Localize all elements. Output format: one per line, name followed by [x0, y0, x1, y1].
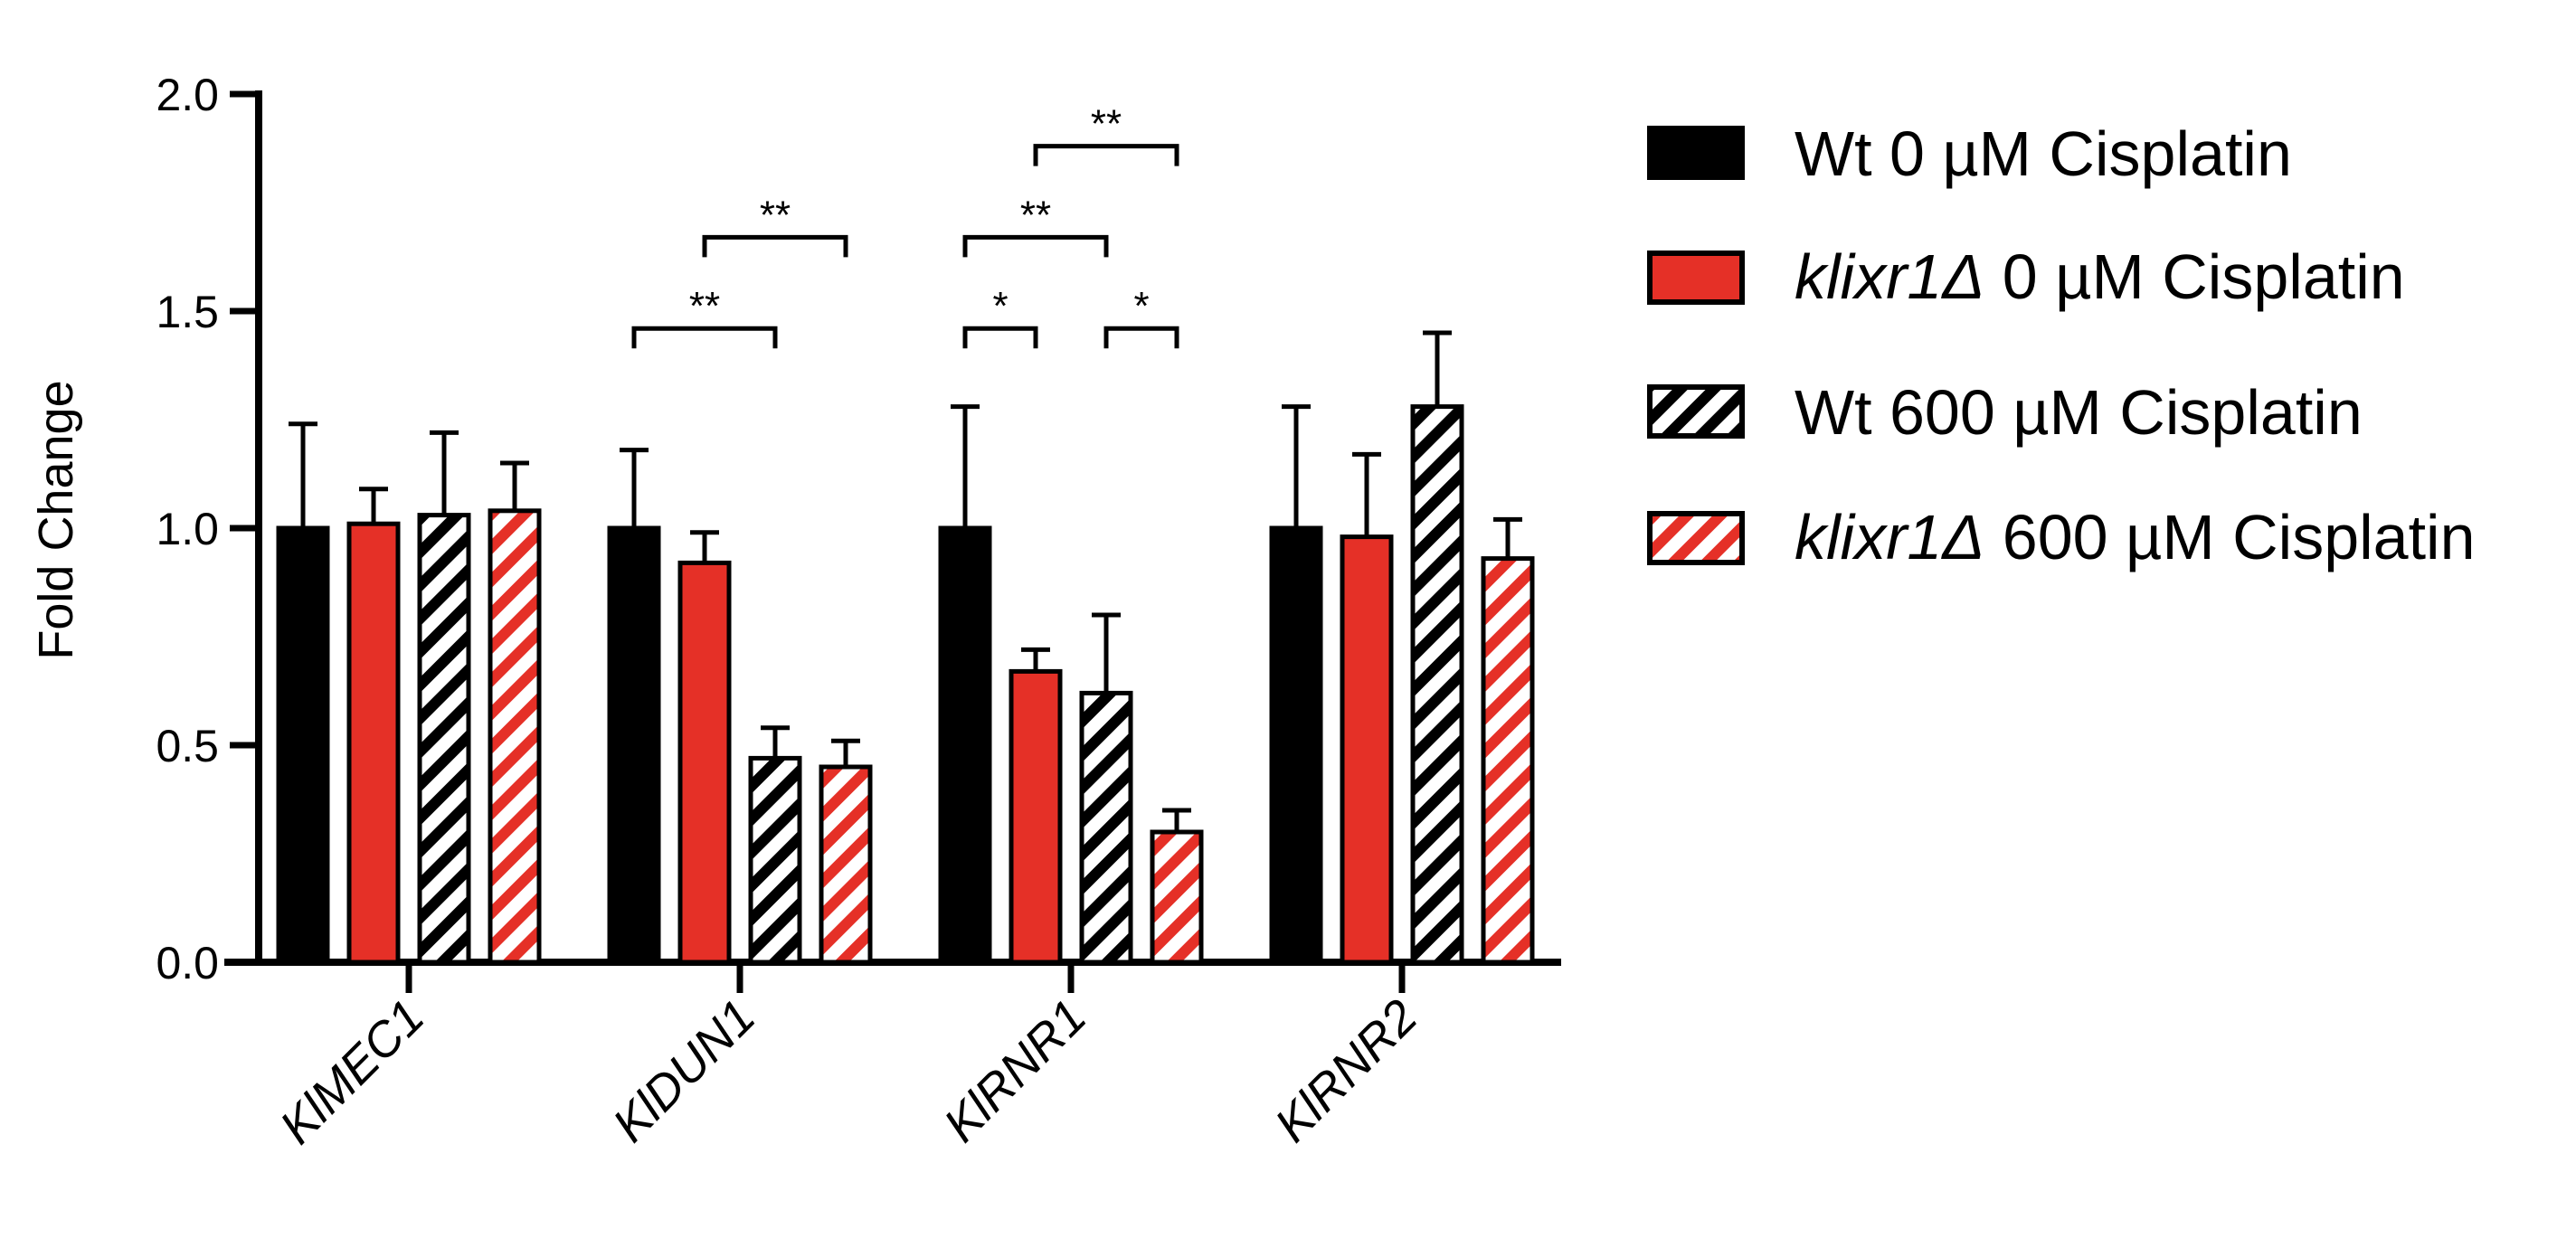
- significance-label: *: [1133, 284, 1149, 328]
- y-tick-label: 1.0: [156, 504, 219, 554]
- category-label: KlMEC1: [270, 989, 434, 1154]
- significance-bracket: [962, 234, 1109, 258]
- bar: [1009, 668, 1063, 965]
- y-ticks: 0.0 0.5 1.0 1.5 2.0: [156, 70, 259, 988]
- y-tick-label: 0.0: [156, 938, 219, 988]
- category-label: KlRNR2: [1264, 989, 1427, 1152]
- significance-label: **: [1091, 102, 1122, 147]
- category-labels: KlMEC1 KlDUN1 KlRNR1 KlRNR2: [270, 964, 1427, 1155]
- bar: [748, 755, 802, 965]
- bar: [1150, 829, 1204, 965]
- bar: [1410, 404, 1464, 965]
- significance-bracket: [1103, 326, 1179, 349]
- significance-bracket: [962, 326, 1038, 349]
- legend-label-wt-0: Wt 0 µM Cisplatin: [1795, 118, 2292, 189]
- legend-label-wt-600: Wt 600 µM Cisplatin: [1795, 377, 2363, 448]
- significance-bracket: [1033, 144, 1179, 166]
- bar: [819, 764, 873, 965]
- bar: [677, 560, 732, 965]
- legend-label-klixr1-600: klixr1Δ 600 µM Cisplatin: [1795, 502, 2476, 572]
- bars: [276, 330, 1535, 965]
- bar: [346, 521, 401, 965]
- legend: Wt 0 µM Cisplatin klixr1Δ 0 µM Cisplatin…: [1647, 118, 2476, 572]
- bar: [1340, 534, 1394, 965]
- bar: [1079, 690, 1133, 965]
- category-label: KlDUN1: [602, 989, 765, 1152]
- bar: [607, 525, 661, 965]
- legend-swatch-wt-600: [1647, 384, 1745, 439]
- y-tick-label: 1.5: [156, 287, 219, 337]
- significance-label: **: [760, 193, 791, 237]
- bar: [276, 525, 330, 965]
- significance-markers: ***** *****: [631, 102, 1179, 349]
- y-tick-label: 0.5: [156, 721, 219, 771]
- category-label: KlRNR1: [933, 989, 1096, 1152]
- y-axis-label: Fold Change: [29, 380, 83, 659]
- bar: [417, 513, 471, 965]
- significance-label: *: [992, 284, 1008, 328]
- bar: [1269, 525, 1323, 965]
- bar: [488, 508, 542, 965]
- legend-swatch-wt-0: [1647, 126, 1745, 180]
- legend-swatch-klixr1-600: [1647, 511, 1745, 565]
- significance-bracket: [702, 234, 848, 258]
- y-tick-label: 2.0: [156, 70, 219, 120]
- significance-label: **: [689, 284, 720, 328]
- legend-label-klixr1-0: klixr1Δ 0 µM Cisplatin: [1795, 241, 2405, 312]
- significance-bracket: [631, 326, 778, 349]
- bar: [938, 525, 992, 965]
- legend-swatch-klixr1-0: [1647, 251, 1745, 305]
- bar: [1481, 556, 1535, 965]
- significance-label: **: [1020, 193, 1051, 237]
